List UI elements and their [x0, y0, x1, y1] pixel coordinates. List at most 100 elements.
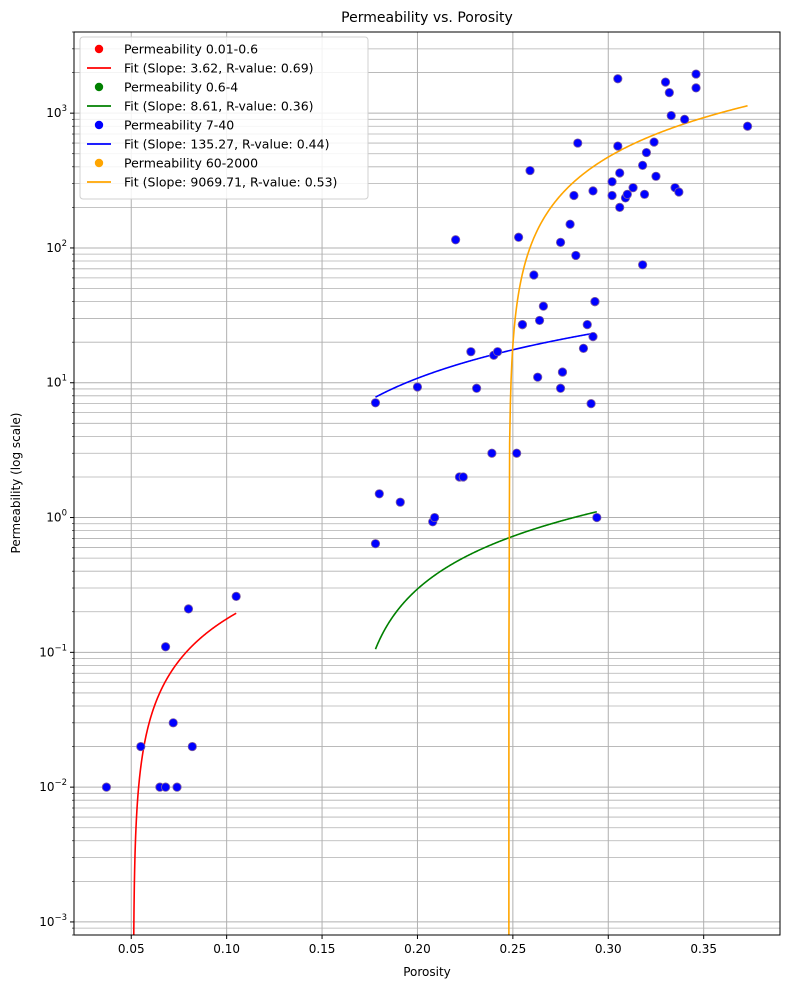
fit-line	[374, 510, 598, 650]
data-point	[571, 250, 581, 261]
data-point	[660, 77, 671, 87]
y-tick-label: 10−1	[39, 643, 67, 659]
legend-label: Fit (Slope: 9069.71, R-value: 0.53)	[124, 175, 337, 190]
data-point	[651, 171, 661, 181]
data-point	[513, 232, 524, 242]
y-tick-label: 101	[46, 374, 67, 390]
data-point	[628, 183, 638, 193]
x-tick-label: 0.15	[309, 942, 336, 956]
data-point	[231, 591, 241, 602]
data-point	[370, 539, 381, 549]
plot-series	[101, 69, 753, 936]
data-point	[512, 448, 522, 458]
data-point	[615, 168, 625, 178]
legend-marker	[94, 82, 104, 92]
x-tick-label: 0.05	[118, 942, 145, 956]
legend: Permeability 0.01-0.6 Fit (Slope: 3.62, R…	[79, 36, 369, 200]
x-tick-label: 0.10	[213, 942, 240, 956]
data-point	[742, 121, 753, 131]
legend-label: Fit (Slope: 135.27, R-value: 0.44)	[124, 137, 329, 152]
data-point	[487, 448, 497, 458]
data-point	[639, 189, 650, 199]
x-tick-label: 0.35	[690, 942, 717, 956]
data-point	[183, 604, 194, 614]
data-point	[529, 270, 539, 280]
data-point	[588, 186, 598, 196]
data-point	[160, 642, 171, 652]
data-point	[451, 235, 461, 245]
x-axis-label: Porosity	[403, 965, 451, 979]
data-point	[582, 320, 592, 330]
x-tick-label: 0.20	[404, 942, 431, 956]
legend-marker	[94, 44, 104, 54]
data-point	[430, 512, 440, 523]
data-point	[538, 301, 548, 311]
data-point	[472, 383, 482, 393]
legend-label: Permeability 0.01-0.6	[124, 42, 258, 57]
data-point	[615, 202, 625, 212]
legend-label: Permeability 60-2000	[124, 156, 258, 171]
legend-marker	[94, 120, 104, 130]
data-point	[565, 219, 575, 229]
data-point	[649, 137, 659, 147]
y-axis-label: Permeability (log scale)	[9, 413, 23, 554]
data-point	[534, 315, 545, 326]
plot-area-frame	[73, 31, 781, 936]
data-point	[187, 741, 197, 752]
y-tick-label: 10−3	[39, 913, 67, 929]
data-point	[374, 489, 384, 499]
legend-label: Fit (Slope: 8.61, R-value: 0.36)	[124, 99, 314, 114]
data-point	[578, 343, 589, 353]
data-point	[458, 472, 468, 482]
legend-label: Permeability 0.6-4	[124, 80, 238, 95]
y-tick-label: 102	[46, 239, 67, 255]
data-point	[679, 114, 690, 124]
fit-line	[375, 332, 596, 398]
chart-title: Permeability vs. Porosity	[341, 10, 513, 26]
data-point	[101, 782, 112, 792]
data-point	[613, 141, 623, 151]
data-point	[674, 187, 684, 197]
fit-line	[132, 612, 237, 936]
data-point	[592, 512, 602, 523]
y-tick-label: 103	[46, 104, 67, 120]
data-point	[370, 398, 381, 408]
data-point	[622, 189, 632, 199]
fit-line	[508, 104, 748, 936]
legend-label: Fit (Slope: 3.62, R-value: 0.69)	[124, 61, 314, 76]
data-point	[613, 74, 623, 84]
data-point	[638, 260, 648, 270]
data-point	[395, 497, 405, 507]
data-point	[168, 718, 178, 728]
data-point	[638, 160, 648, 170]
x-tick-label: 0.30	[595, 942, 622, 956]
data-point	[573, 138, 583, 148]
data-point	[590, 296, 600, 307]
data-point	[525, 165, 535, 176]
y-tick-label: 10−2	[39, 778, 67, 794]
data-point	[586, 399, 596, 409]
data-point	[517, 320, 528, 330]
data-point	[588, 331, 598, 342]
x-tick-label: 0.25	[500, 942, 527, 956]
data-point	[557, 367, 568, 377]
data-point	[412, 382, 423, 392]
data-point	[533, 372, 543, 382]
data-point	[666, 110, 676, 121]
data-point	[160, 782, 171, 792]
legend-marker	[94, 158, 104, 168]
data-point	[691, 83, 701, 93]
data-point	[136, 741, 146, 752]
data-point	[555, 237, 566, 247]
data-point	[555, 383, 566, 393]
data-point	[607, 177, 617, 187]
legend-box	[79, 36, 369, 200]
data-point	[569, 190, 579, 201]
data-point	[691, 69, 701, 79]
data-point	[492, 347, 503, 357]
data-point	[607, 190, 617, 201]
data-point	[641, 147, 652, 158]
data-point	[466, 347, 476, 357]
y-tick-label: 100	[46, 509, 67, 525]
